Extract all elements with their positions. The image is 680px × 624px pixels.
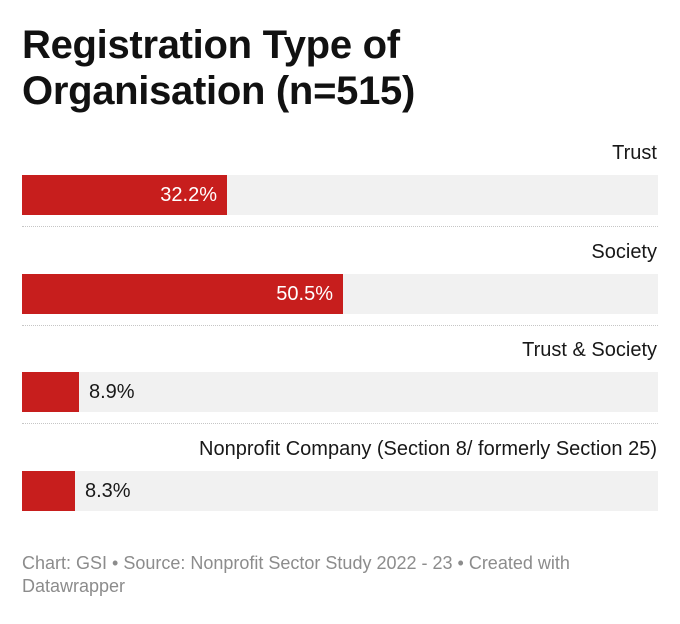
bar	[22, 175, 227, 215]
value-label: 50.5%	[276, 283, 333, 305]
value-label: 8.3%	[85, 480, 131, 502]
bar	[22, 471, 75, 511]
value-label: 8.9%	[89, 381, 135, 403]
row-divider	[22, 423, 658, 424]
category-label: Nonprofit Company (Section 8/ formerly S…	[199, 438, 657, 460]
chart-footer: Chart: GSI • Source: Nonprofit Sector St…	[22, 553, 570, 596]
value-label: 32.2%	[160, 184, 217, 206]
row-divider	[22, 226, 658, 227]
chart-title: Registration Type of Organisation (n=515…	[22, 23, 415, 113]
bar-track: 8.9%	[22, 372, 658, 412]
bar	[22, 372, 79, 412]
category-label: Society	[591, 241, 657, 263]
bar-track: 8.3%	[22, 471, 658, 511]
row-divider	[22, 325, 658, 326]
category-label: Trust	[612, 142, 657, 164]
bar-track: 32.2%	[22, 175, 658, 215]
bar	[22, 274, 343, 314]
category-label: Trust & Society	[522, 339, 657, 361]
bar-track: 50.5%	[22, 274, 658, 314]
